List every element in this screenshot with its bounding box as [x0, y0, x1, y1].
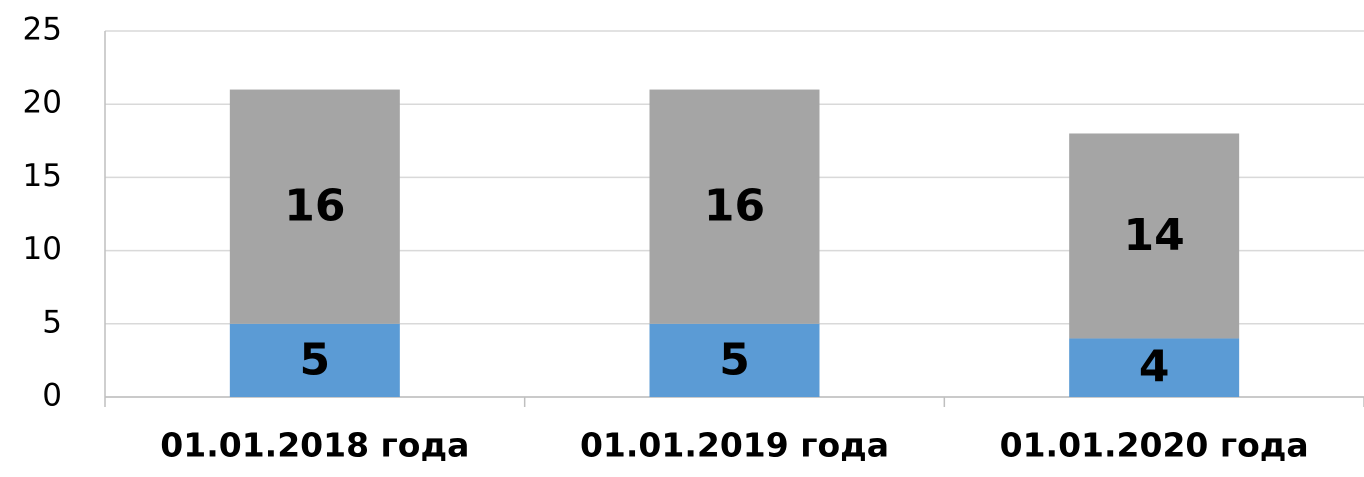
- bar-segment: [229, 89, 400, 324]
- y-tick-label: 5: [42, 304, 62, 340]
- data-label: 5: [719, 334, 750, 385]
- x-tick-label: 01.01.2020 года: [1000, 426, 1309, 465]
- data-label: 14: [1124, 210, 1185, 261]
- data-label: 4: [1139, 342, 1170, 393]
- y-tick-label: 25: [23, 12, 62, 48]
- data-label: 16: [704, 181, 765, 232]
- y-tick-label: 0: [42, 378, 62, 414]
- x-tick-label: 01.01.2018 года: [160, 426, 469, 465]
- y-tick-label: 15: [23, 158, 62, 194]
- y-tick-label: 10: [23, 231, 62, 267]
- bar-segment: [229, 323, 400, 397]
- data-label: 16: [284, 181, 345, 232]
- bar-segment: [1069, 133, 1240, 339]
- bar-segment: [649, 89, 820, 324]
- y-tick-label: 20: [23, 85, 62, 121]
- data-label: 5: [300, 334, 331, 385]
- bar-segment: [1069, 338, 1240, 397]
- bar-segment: [649, 323, 820, 397]
- x-tick-label: 01.01.2019 года: [580, 426, 889, 465]
